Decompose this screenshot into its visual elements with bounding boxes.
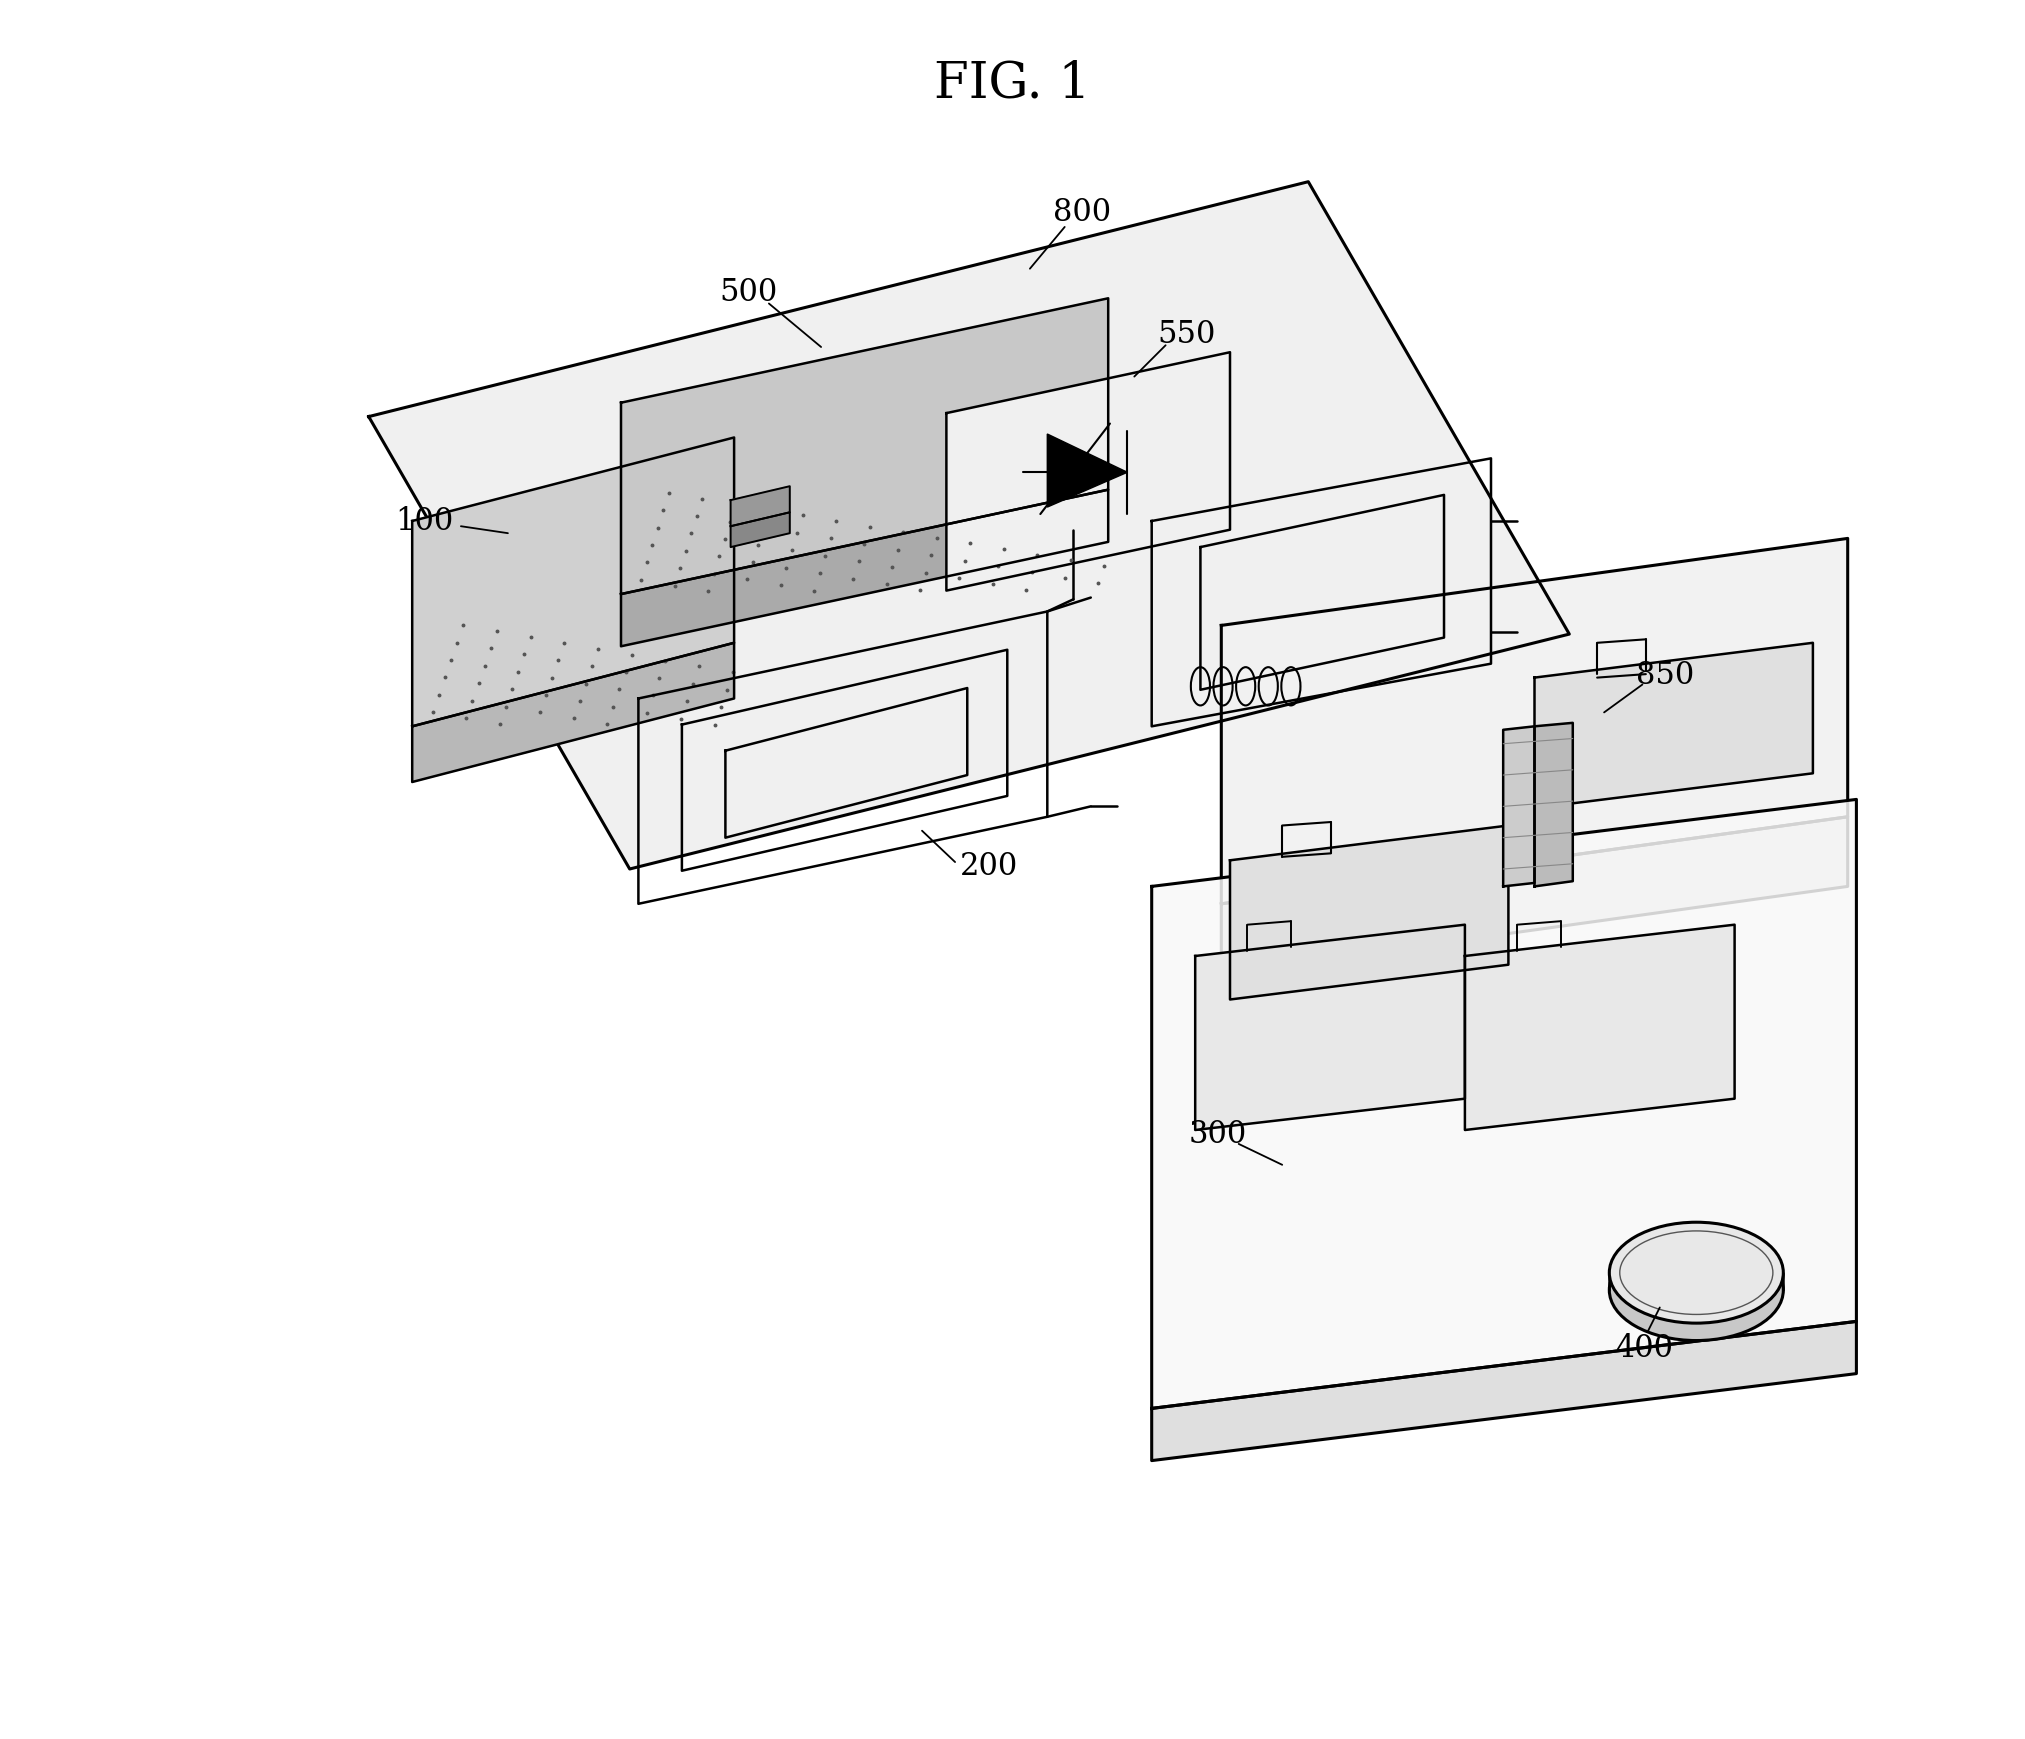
Polygon shape	[1464, 925, 1735, 1130]
Polygon shape	[413, 643, 735, 783]
Polygon shape	[1229, 826, 1509, 1000]
Text: 100: 100	[395, 506, 454, 537]
Polygon shape	[1152, 800, 1857, 1409]
Polygon shape	[1195, 925, 1464, 1130]
Polygon shape	[1221, 539, 1847, 904]
Polygon shape	[622, 299, 1108, 595]
Polygon shape	[1535, 643, 1812, 809]
Text: 800: 800	[1053, 197, 1112, 228]
Polygon shape	[622, 490, 1108, 647]
Text: 500: 500	[719, 277, 778, 308]
Polygon shape	[1221, 817, 1847, 974]
Text: 400: 400	[1616, 1332, 1673, 1363]
Ellipse shape	[1610, 1240, 1784, 1341]
Text: FIG. 1: FIG. 1	[934, 59, 1091, 108]
Polygon shape	[1152, 1322, 1857, 1461]
Polygon shape	[946, 353, 1229, 591]
Text: 550: 550	[1158, 318, 1215, 350]
Polygon shape	[1535, 723, 1573, 887]
Polygon shape	[1503, 727, 1535, 887]
Text: 300: 300	[1189, 1118, 1247, 1149]
Polygon shape	[731, 487, 790, 527]
Polygon shape	[731, 513, 790, 548]
Text: 200: 200	[960, 850, 1019, 882]
Ellipse shape	[1610, 1223, 1784, 1323]
Polygon shape	[413, 438, 735, 727]
Polygon shape	[369, 183, 1569, 870]
Polygon shape	[1047, 435, 1128, 508]
Text: 850: 850	[1636, 659, 1695, 690]
